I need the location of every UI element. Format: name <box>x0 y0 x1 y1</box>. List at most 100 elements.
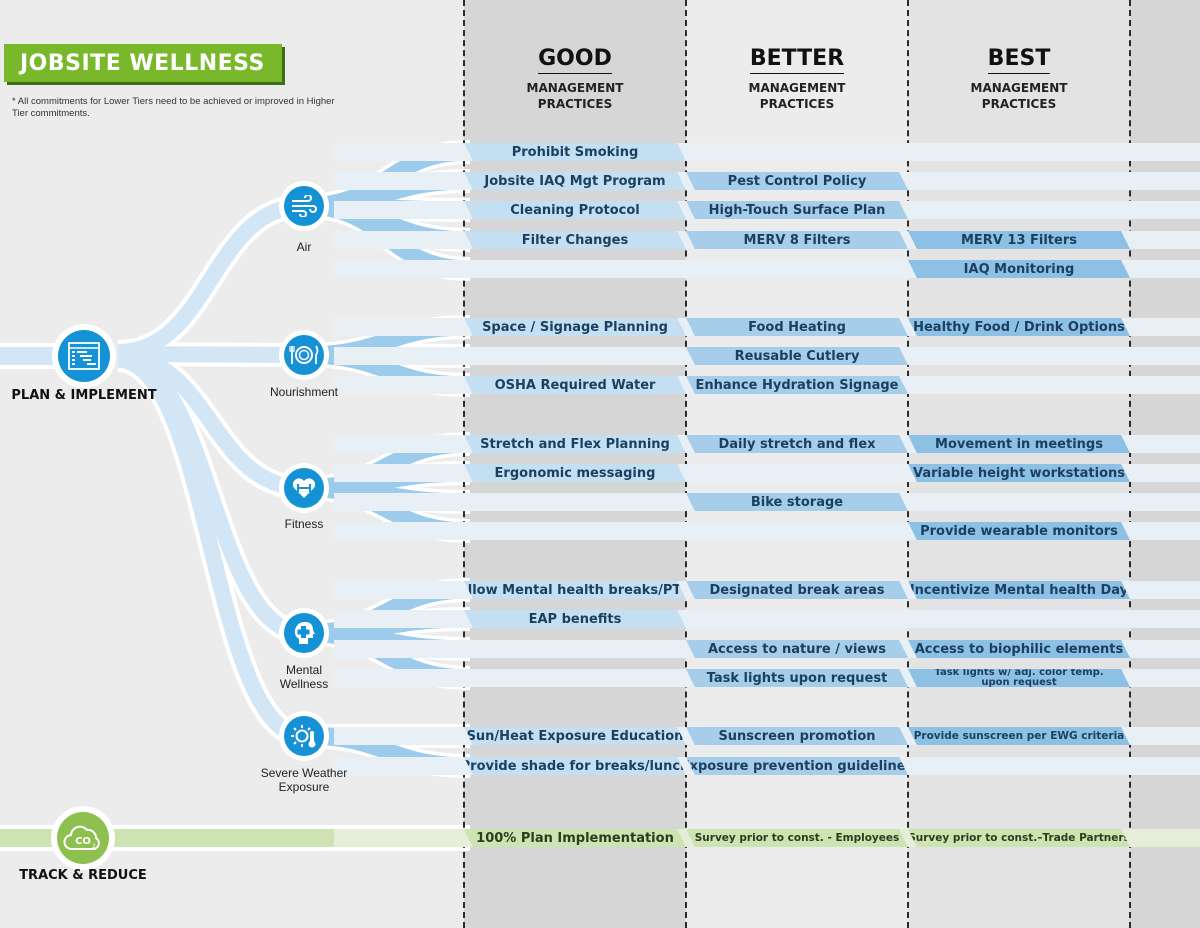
track-row: 100% Plan Implementation Survey prior to… <box>334 829 1200 847</box>
better-practice: Survey prior to const. - Employees <box>686 829 908 847</box>
practice-row: Task lights upon request Task lights w/ … <box>334 669 1200 687</box>
practice-row: Sun/Heat Exposure Education Sunscreen pr… <box>334 727 1200 745</box>
better-practice: Bike storage <box>686 493 908 511</box>
header-better-title: BETTER <box>749 46 845 74</box>
practice-row: Reusable Cutlery <box>334 347 1200 365</box>
best-practice: MERV 13 Filters <box>908 231 1130 249</box>
good-practice: EAP benefits <box>464 610 686 628</box>
header-best-title: BEST <box>987 46 1051 74</box>
practice-row: OSHA Required Water Enhance Hydration Si… <box>334 376 1200 394</box>
better-practice: Designated break areas <box>686 581 908 599</box>
better-practice: Pest Control Policy <box>686 172 908 190</box>
better-practice: Reusable Cutlery <box>686 347 908 365</box>
track-reduce-label: TRACK & REDUCE <box>19 868 147 883</box>
gantt-chart-icon <box>68 342 100 370</box>
good-practice: Jobsite IAQ Mgt Program <box>464 172 686 190</box>
plan-implement-node <box>52 324 116 388</box>
better-practice: MERV 8 Filters <box>686 231 908 249</box>
good-practice: 100% Plan Implementation <box>464 829 686 847</box>
head-plus-icon <box>294 622 315 644</box>
practice-row: Bike storage <box>334 493 1200 511</box>
weather-label-line-2: Exposure <box>278 780 330 794</box>
fitness-node <box>279 463 329 513</box>
best-practice-line-1: Task lights w/ adj. color temp. <box>934 669 1104 678</box>
heart-dumbbell-icon <box>292 478 316 498</box>
tier-note: * All commitments for Lower Tiers need t… <box>12 96 335 119</box>
practice-row: IAQ Monitoring <box>334 260 1200 278</box>
good-practice: Cleaning Protocol <box>464 201 686 219</box>
svg-text:CO: CO <box>75 836 91 847</box>
page-title: JOBSITE WELLNESS <box>20 50 265 76</box>
weather-label-line-1: Severe Weather <box>260 766 348 780</box>
practice-row: Provide wearable monitors <box>334 522 1200 540</box>
best-practice: Incentivize Mental health Day <box>908 581 1130 599</box>
header-better: BETTER MANAGEMENT PRACTICES <box>686 46 908 112</box>
nourishment-label: Nourishment <box>269 385 339 399</box>
practice-row: Filter Changes MERV 8 Filters MERV 13 Fi… <box>334 231 1200 249</box>
good-practice: Provide shade for breaks/lunch <box>464 757 686 775</box>
mental-label-line-1: Mental <box>285 663 323 677</box>
mental-label-line-2: Wellness <box>279 677 329 691</box>
best-practice: Movement in meetings <box>908 435 1130 453</box>
plate-cutlery-icon <box>289 345 319 364</box>
air-label: Air <box>296 240 312 254</box>
mental-wellness-node <box>279 608 329 658</box>
better-practice: Task lights upon request <box>686 669 908 687</box>
best-practice: Healthy Food / Drink Options <box>908 318 1130 336</box>
wind-icon <box>292 195 317 217</box>
good-practice: Sun/Heat Exposure Education <box>464 727 686 745</box>
air-node <box>279 181 329 231</box>
better-practice: Exposure prevention guidelines <box>686 757 908 775</box>
nourishment-node <box>279 330 329 380</box>
svg-text:2: 2 <box>92 843 96 850</box>
best-practice: Provide wearable monitors <box>908 522 1130 540</box>
practice-row: Access to nature / views Access to bioph… <box>334 640 1200 658</box>
better-practice: High-Touch Surface Plan <box>686 201 908 219</box>
track-reduce-node: CO 2 <box>51 806 115 870</box>
best-practice: Variable height workstations <box>908 464 1130 482</box>
header-best: BEST MANAGEMENT PRACTICES <box>908 46 1130 112</box>
better-practice: Daily stretch and flex <box>686 435 908 453</box>
good-practice: Ergonomic messaging <box>464 464 686 482</box>
practice-row: Prohibit Smoking <box>334 143 1200 161</box>
better-practice: Sunscreen promotion <box>686 727 908 745</box>
mental-wellness-label: Mental Wellness <box>234 663 374 691</box>
branch-ribbon <box>116 352 306 744</box>
severe-weather-label: Severe Weather Exposure <box>234 766 374 794</box>
best-practice: Access to biophilic elements <box>908 640 1130 658</box>
best-practice: Task lights w/ adj. color temp. upon req… <box>908 669 1130 687</box>
header-good-title: GOOD <box>538 46 612 74</box>
fitness-label: Fitness <box>284 517 324 531</box>
good-practice: Allow Mental health breaks/PTO <box>464 581 686 599</box>
best-practice-line-2: upon request <box>981 677 1057 688</box>
practice-row: Allow Mental health breaks/PTO Designate… <box>334 581 1200 599</box>
page-title-banner: JOBSITE WELLNESS <box>4 44 282 82</box>
header-good-subtitle: MANAGEMENT PRACTICES <box>526 81 624 111</box>
branch-ribbon <box>117 198 305 360</box>
plan-implement-label: PLAN & IMPLEMENT <box>11 388 157 403</box>
good-practice: OSHA Required Water <box>464 376 686 394</box>
header-best-subtitle: MANAGEMENT PRACTICES <box>970 81 1068 111</box>
best-practice: Survey prior to const.–Trade Partners <box>908 829 1130 847</box>
good-practice: Space / Signage Planning <box>464 318 686 336</box>
sun-thermometer-icon <box>291 725 316 748</box>
practice-row: Provide shade for breaks/lunch Exposure … <box>334 757 1200 775</box>
header-better-subtitle: MANAGEMENT PRACTICES <box>748 81 846 111</box>
practice-row: Jobsite IAQ Mgt Program Pest Control Pol… <box>334 172 1200 190</box>
best-practice: IAQ Monitoring <box>908 260 1130 278</box>
better-practice: Enhance Hydration Signage <box>686 376 908 394</box>
practice-row: EAP benefits <box>334 610 1200 628</box>
good-practice: Filter Changes <box>464 231 686 249</box>
practice-row: Space / Signage Planning Food Heating He… <box>334 318 1200 336</box>
co2-cloud-icon: CO 2 <box>63 825 100 850</box>
better-practice: Access to nature / views <box>686 640 908 658</box>
severe-weather-node <box>279 711 329 761</box>
best-practice: Provide sunscreen per EWG criteria <box>908 727 1130 745</box>
practice-row: Cleaning Protocol High-Touch Surface Pla… <box>334 201 1200 219</box>
better-practice: Food Heating <box>686 318 908 336</box>
header-good: GOOD MANAGEMENT PRACTICES <box>464 46 686 112</box>
practice-row: Stretch and Flex Planning Daily stretch … <box>334 435 1200 453</box>
good-practice: Stretch and Flex Planning <box>464 435 686 453</box>
good-practice: Prohibit Smoking <box>464 143 686 161</box>
